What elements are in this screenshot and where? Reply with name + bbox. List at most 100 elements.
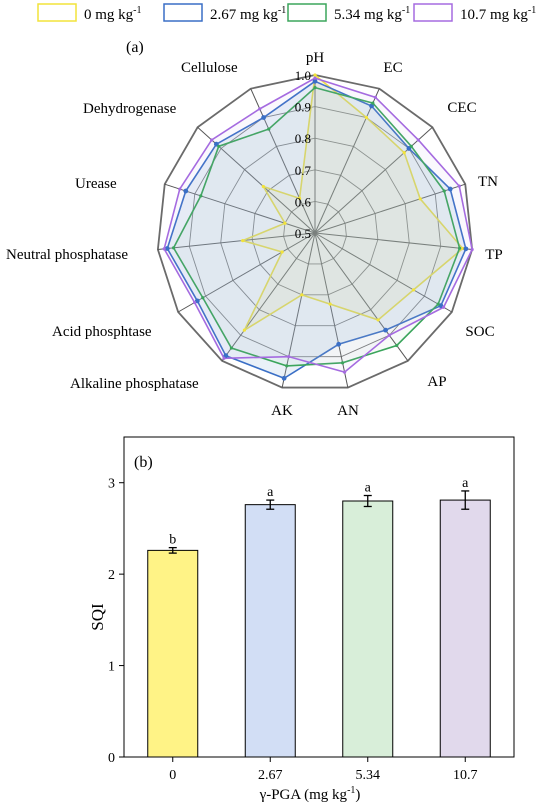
radar-axis-label: EC xyxy=(383,60,402,76)
grid-ring-4 xyxy=(188,106,442,358)
legend-swatch-2 xyxy=(287,3,327,22)
radar-tick-label: 0.6 xyxy=(295,194,312,209)
radar-grid xyxy=(156,74,474,389)
radar-point-1-8 xyxy=(281,375,287,381)
legend-label-2: 5.34 mg kg-1 xyxy=(334,5,410,23)
radar-series-line-0 xyxy=(240,73,464,333)
radar-point-0-12 xyxy=(283,221,287,225)
x-tick-label: 5.34 xyxy=(356,768,381,783)
bars: b a a a xyxy=(147,476,491,758)
legend-text: 2.67 mg kg xyxy=(210,7,278,23)
radar-point-2-11 xyxy=(171,246,176,250)
radar-point-0-0 xyxy=(313,73,317,77)
radar-point-2-12 xyxy=(199,194,203,198)
radar-tick-labels: 0.5 0.6 0.7 0.8 0.9 1.0 xyxy=(295,68,312,241)
grid-ring-5 xyxy=(156,74,474,389)
radar-point-0-1 xyxy=(364,115,369,120)
radar-series xyxy=(162,73,474,381)
radar-point-1-12 xyxy=(183,188,189,194)
bar-0 xyxy=(147,549,199,758)
radar-point-2-1 xyxy=(371,101,375,105)
spoke-11 xyxy=(157,232,316,251)
radar-axis-label: TN xyxy=(478,174,498,190)
legend-text: 0 mg kg xyxy=(84,7,134,23)
spoke-12 xyxy=(164,183,316,234)
radar-point-1-3 xyxy=(447,186,453,192)
radar-tick-label: 0.9 xyxy=(295,100,311,115)
radar-point-1-6 xyxy=(383,327,388,333)
radar-point-1-11 xyxy=(164,246,170,251)
radar-point-3-11 xyxy=(162,247,166,251)
spoke-4 xyxy=(314,232,473,251)
radar-tick-label: 0.7 xyxy=(295,163,312,178)
radar-point-3-5 xyxy=(442,305,446,309)
radar-series-line-3 xyxy=(163,77,473,373)
radar-point-0-2 xyxy=(402,151,406,155)
panel-b-label: (b) xyxy=(134,454,153,471)
radar-axis-labels: pH EC CEC TN TP SOC AP AN AK Alkaline phosphatase… xyxy=(6,50,503,419)
spoke-3 xyxy=(314,183,466,234)
radar-point-1-14 xyxy=(261,115,266,120)
radar-point-0-6 xyxy=(376,318,380,322)
radar-point-3-13 xyxy=(210,138,214,142)
legend: 0 mg kg-1 2.67 mg kg-1 5.34 mg kg-1 10.7 mg… xyxy=(37,3,536,23)
y-tick-label: 1 xyxy=(108,660,115,675)
y-axis: 0 1 2 3 xyxy=(108,477,124,766)
radar-point-2-6 xyxy=(395,343,399,348)
y-axis-label: SQI xyxy=(88,603,107,631)
radar-point-3-8 xyxy=(287,355,291,359)
radar-axis-label: Cellulose xyxy=(181,60,238,76)
legend-superscript: -1 xyxy=(528,5,536,16)
radar-point-0-8 xyxy=(300,293,304,297)
radar-axis-label: Dehydrogenase xyxy=(83,101,177,117)
radar-point-2-9 xyxy=(229,346,234,350)
radar-point-1-1 xyxy=(369,103,374,109)
panel-a-label: (a) xyxy=(126,39,144,56)
x-axis: 0 2.67 5.34 10.7 xyxy=(169,757,478,783)
spoke-8 xyxy=(281,232,316,388)
radar-point-3-7 xyxy=(342,370,347,374)
significance-letter: a xyxy=(365,481,372,496)
radar-point-0-13 xyxy=(261,184,265,189)
radar-point-3-10 xyxy=(192,300,197,305)
radar-point-1-0 xyxy=(312,78,318,84)
spoke-1 xyxy=(314,88,380,234)
spoke-14 xyxy=(250,88,316,234)
radar-series-line-1 xyxy=(166,80,467,380)
radar-point-3-0 xyxy=(313,76,317,80)
radar-tick-label: 0.8 xyxy=(295,131,311,146)
spoke-6 xyxy=(314,232,409,362)
grid-ring-1 xyxy=(283,200,347,265)
radar-axis-label: Alkaline phosphatase xyxy=(70,376,199,392)
radar-point-3-9 xyxy=(222,356,226,360)
radar-point-2-2 xyxy=(409,144,413,148)
radar-point-2-4 xyxy=(457,246,462,250)
radar-axis-label: CEC xyxy=(447,100,476,116)
radar-point-2-5 xyxy=(436,302,440,306)
plot-frame xyxy=(123,436,515,758)
grid-ring-2 xyxy=(251,169,379,296)
radar-point-0-14 xyxy=(297,196,302,200)
radar-point-2-14 xyxy=(267,127,271,131)
radar-point-0-5 xyxy=(411,288,416,292)
radar-chart: (a) pH EC CEC TN TP SOC AP AN AK Alkaline phospha… xyxy=(6,39,503,419)
legend-swatch-1 xyxy=(163,3,203,22)
legend-superscript: -1 xyxy=(133,5,141,16)
significance-letter: a xyxy=(462,476,469,491)
legend-text: 10.7 mg kg xyxy=(460,7,528,23)
y-tick-label: 0 xyxy=(108,751,115,766)
radar-axis-label: Acid phosphtase xyxy=(52,324,152,340)
radar-point-1-7 xyxy=(336,341,342,347)
x-tick-label: 10.7 xyxy=(453,768,478,783)
bar-3 xyxy=(439,499,491,758)
radar-point-2-7 xyxy=(340,361,345,365)
radar-point-2-8 xyxy=(285,364,289,368)
radar-point-3-12 xyxy=(178,187,182,191)
significance-letter: a xyxy=(267,485,274,500)
y-tick-label: 3 xyxy=(108,477,115,492)
radar-point-2-3 xyxy=(442,189,446,193)
significance-letter: b xyxy=(169,533,176,548)
radar-axis-label: AP xyxy=(427,374,446,390)
radar-axis-label: Neutral phosphatase xyxy=(6,247,128,263)
